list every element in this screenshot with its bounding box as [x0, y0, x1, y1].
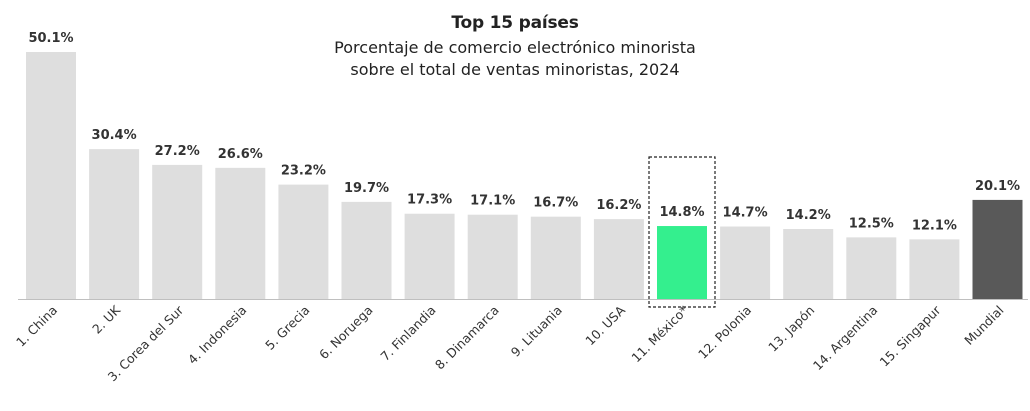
data-label-15: 20.1%: [975, 179, 1020, 194]
data-label-1: 30.4%: [92, 128, 137, 143]
bar-13: [846, 237, 897, 299]
chart-subtitle-line-1: Porcentaje de comercio electrónico minor…: [334, 38, 696, 57]
data-label-0: 50.1%: [28, 31, 73, 46]
data-label-14: 12.1%: [912, 218, 957, 233]
category-label-12: 13. Japón: [765, 303, 817, 355]
bar-4: [278, 184, 329, 299]
bar-12: [783, 228, 834, 299]
category-label-3: 4. Indonesia: [185, 303, 250, 368]
data-label-4: 23.2%: [281, 164, 326, 179]
chart-title: Top 15 países: [451, 13, 579, 33]
bar-15: [972, 199, 1023, 299]
bar-0: [26, 52, 76, 299]
data-label-7: 17.1%: [470, 194, 515, 209]
category-label-0: 1. China: [13, 303, 60, 350]
category-label-8: 9. Lituania: [508, 303, 565, 360]
category-label-1: 2. UK: [89, 302, 124, 337]
data-label-12: 14.2%: [786, 208, 831, 223]
highlight-outline: [648, 156, 716, 308]
bar-2: [152, 164, 203, 299]
category-label-14: 15. Singapur: [877, 302, 945, 370]
data-label-5: 19.7%: [344, 181, 389, 196]
bar-7: [467, 214, 518, 299]
bar-11: [720, 226, 771, 299]
category-label-15: Mundial: [961, 303, 1006, 348]
bar-8: [530, 216, 581, 299]
data-label-13: 12.5%: [849, 216, 894, 231]
category-label-10: 11. México*: [628, 303, 691, 366]
data-label-6: 17.3%: [407, 193, 452, 208]
category-label-4: 5. Grecia: [262, 303, 312, 353]
bar-1: [89, 149, 140, 299]
category-label-6: 7. Finlandia: [377, 303, 438, 364]
data-label-10: 14.8%: [659, 205, 704, 220]
category-label-9: 10. USA: [582, 302, 628, 348]
bar-9: [593, 219, 644, 299]
data-label-11: 14.7%: [723, 206, 768, 221]
category-label-5: 6. Noruega: [316, 303, 376, 363]
bar-10: [657, 226, 707, 299]
chart-subtitle-line-2: sobre el total de ventas minoristas, 202…: [350, 60, 680, 79]
data-label-8: 16.7%: [533, 196, 578, 211]
category-label-11: 12. Polonia: [695, 303, 754, 362]
category-label-7: 8. Dinamarca: [432, 303, 502, 373]
bar-5: [341, 201, 392, 299]
bar-3: [215, 167, 266, 299]
data-label-3: 26.6%: [218, 147, 263, 162]
bar-14: [909, 239, 960, 299]
category-label-13: 14. Argentina: [810, 303, 881, 374]
data-label-9: 16.2%: [596, 198, 641, 213]
bar-6: [404, 213, 455, 299]
data-label-2: 27.2%: [155, 144, 200, 159]
